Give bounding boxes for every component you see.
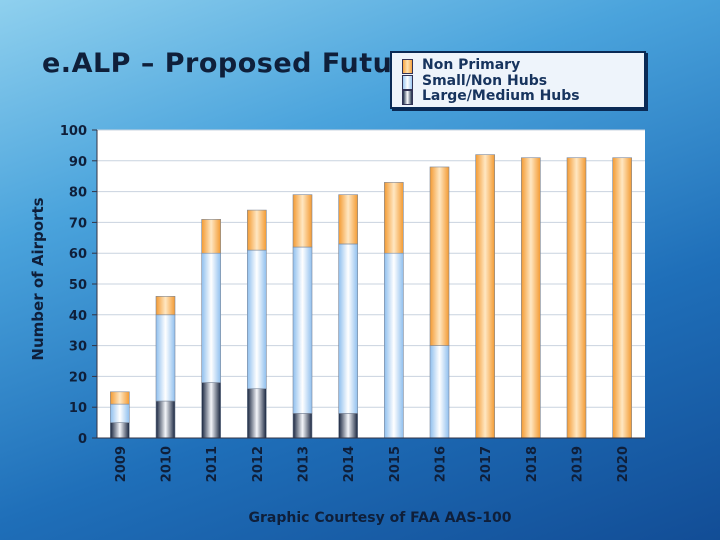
bar-segment-small-non-hubs-2012 [247, 249, 267, 390]
y-tick-label: 100 [60, 124, 87, 139]
bar-segment-large-medium-hubs-2012 [247, 388, 267, 439]
x-tick-label: 2017 [479, 446, 494, 482]
bar-segment-large-medium-hubs-2009 [110, 422, 130, 439]
bar-segment-small-non-hubs-2016 [429, 345, 450, 439]
bar-segment-small-non-hubs-2009 [110, 403, 130, 423]
x-tick-label: 2019 [571, 446, 586, 482]
legend-label-small-non-hubs: Small/Non Hubs [422, 72, 548, 89]
bar-segment-small-non-hubs-2015 [384, 252, 404, 439]
bar-segment-small-non-hubs-2011 [201, 252, 221, 383]
x-tick-label: 2011 [205, 446, 220, 482]
x-tick-label: 2010 [160, 446, 175, 482]
y-tick-label: 40 [69, 309, 87, 324]
bar-segment-small-non-hubs-2010 [155, 314, 176, 402]
y-tick-label: 20 [69, 370, 87, 385]
bar-segment-non-primary-2018 [521, 157, 541, 439]
bar-segment-non-primary-2011 [201, 219, 221, 254]
legend-swatch-non-primary [402, 59, 413, 74]
x-tick-label: 2012 [251, 446, 266, 482]
chart-source-credit: Graphic Courtesy of FAA AAS-100 [248, 510, 512, 526]
y-tick-label: 60 [69, 247, 87, 262]
y-tick-label: 30 [69, 340, 87, 355]
legend-swatch-large-medium-hubs [402, 90, 413, 105]
y-tick-label: 0 [78, 432, 87, 447]
x-tick-label: 2016 [434, 446, 449, 482]
x-tick-label: 2015 [388, 446, 403, 482]
legend-item-non-primary: Non Primary [402, 57, 644, 74]
x-tick-label: 2009 [114, 446, 129, 482]
bar-segment-non-primary-2012 [247, 209, 267, 251]
bar-segment-non-primary-2010 [155, 296, 176, 316]
bar-segment-non-primary-2020 [612, 157, 632, 439]
bar-segment-large-medium-hubs-2011 [201, 382, 221, 439]
legend-item-small-non-hubs: Small/Non Hubs [402, 72, 644, 90]
x-tick-label: 2013 [297, 446, 312, 482]
y-tick-label: 70 [69, 216, 87, 231]
bar-segment-non-primary-2015 [384, 182, 404, 254]
legend-label-non-primary: Non Primary [422, 57, 521, 73]
bar-segment-non-primary-2019 [566, 157, 587, 439]
bar-segment-non-primary-2009 [110, 391, 130, 405]
x-tick-label: 2014 [342, 446, 357, 482]
legend-swatch-small-non-hubs [402, 74, 413, 90]
y-tick-label: 80 [69, 186, 87, 201]
x-tick-label: 2018 [525, 446, 540, 482]
bar-segment-non-primary-2017 [475, 154, 495, 439]
bar-segment-non-primary-2013 [292, 194, 313, 248]
y-tick-label: 90 [69, 155, 87, 170]
bar-segment-non-primary-2014 [338, 194, 358, 245]
x-tick-label: 2020 [616, 446, 631, 482]
slide-title: e.ALP – Proposed Future [42, 48, 425, 79]
bar-segment-large-medium-hubs-2014 [338, 413, 358, 439]
y-tick-label: 50 [69, 278, 87, 293]
bar-segment-large-medium-hubs-2013 [292, 413, 313, 439]
bar-segment-non-primary-2016 [429, 166, 450, 346]
legend-label-large-medium-hubs: Large/Medium Hubs [422, 88, 580, 104]
y-tick-label: 10 [69, 401, 87, 416]
bar-segment-small-non-hubs-2014 [338, 243, 358, 414]
chart-legend: Non Primary Small/Non Hubs Large/Medium … [390, 51, 646, 109]
bar-segment-small-non-hubs-2013 [292, 246, 313, 414]
bar-segment-large-medium-hubs-2010 [155, 400, 176, 439]
legend-item-large-medium-hubs: Large/Medium Hubs [402, 88, 644, 105]
